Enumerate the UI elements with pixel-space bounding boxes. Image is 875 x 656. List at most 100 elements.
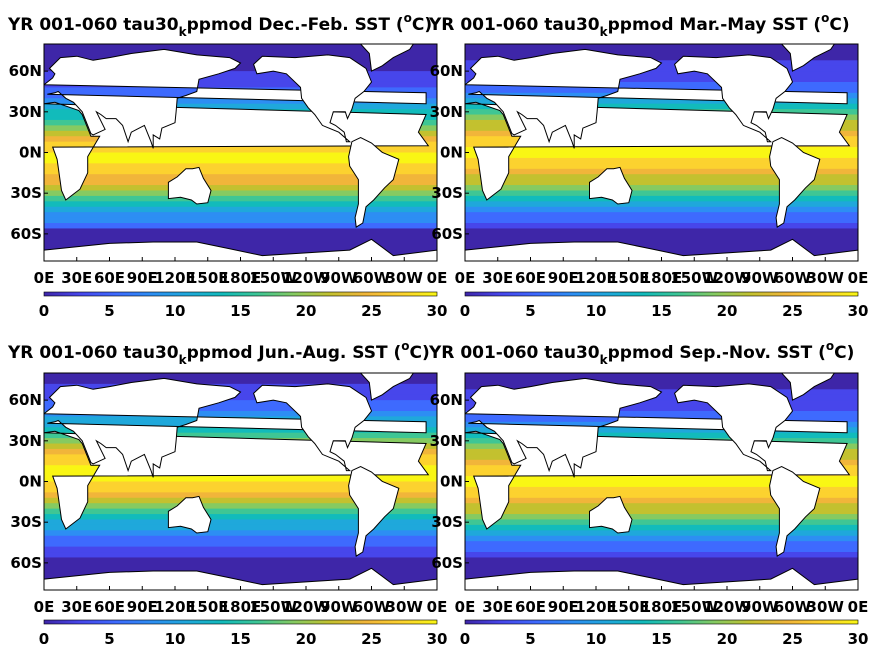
landmass-antarctica xyxy=(465,567,858,590)
lon-tick-label: 120W xyxy=(703,269,751,287)
lat-tick-label: 30N xyxy=(430,432,463,450)
lon-tick-label: 60E xyxy=(94,598,125,616)
landmass-eurasia xyxy=(465,377,848,478)
colorbar-tick-label: 5 xyxy=(104,630,114,648)
lon-tick-label: 90E xyxy=(548,269,579,287)
lon-tick-label: 60E xyxy=(515,598,546,616)
landmass-namerica xyxy=(674,54,794,143)
colorbar-tick-label: 20 xyxy=(717,302,738,320)
landmass-australia xyxy=(167,495,212,534)
colorbar-tick-label: 20 xyxy=(717,630,738,648)
sst-field xyxy=(465,44,858,261)
sst-field xyxy=(44,44,437,261)
lat-tick-label: 30S xyxy=(10,184,42,202)
lat-tick-label: 30S xyxy=(10,513,42,531)
landmass-greenland xyxy=(780,44,835,72)
lon-tick-label: 150W xyxy=(249,598,297,616)
lon-tick-label: 150W xyxy=(670,269,718,287)
lat-tick-label: 60N xyxy=(430,391,463,409)
lon-tick-label: 180E xyxy=(641,598,683,616)
lon-tick-label: 90W xyxy=(741,269,779,287)
colorbar xyxy=(43,291,438,297)
lat-tick-label: 30N xyxy=(9,103,42,121)
lon-tick-label: 120E xyxy=(575,269,617,287)
lon-tick-label: 30W xyxy=(386,598,424,616)
lon-tick-label: 150E xyxy=(608,598,650,616)
lon-tick-label: 0E xyxy=(427,598,448,616)
landmass-australia xyxy=(167,166,212,205)
landmass-namerica xyxy=(253,383,373,472)
lat-tick-label: 30N xyxy=(9,432,42,450)
lon-tick-label: 120E xyxy=(575,598,617,616)
lon-tick-label: 60W xyxy=(353,598,391,616)
lat-tick-label: 0N xyxy=(19,144,42,162)
lon-tick-label: 180E xyxy=(220,269,262,287)
lon-tick-label: 0E xyxy=(848,269,869,287)
lat-tick-label: 60S xyxy=(431,225,463,243)
colorbar-tick-label: 25 xyxy=(361,302,382,320)
colorbar-tick-label: 30 xyxy=(848,302,869,320)
colorbar-tick-label: 25 xyxy=(361,630,382,648)
panel-SON: YR 001-060 tau30kppmod Sep.-Nov. SST (oC… xyxy=(428,339,868,648)
colorbar-tick-label: 25 xyxy=(782,302,803,320)
lat-tick-label: 0N xyxy=(440,144,463,162)
sst-field xyxy=(44,373,437,590)
lat-tick-label: 0N xyxy=(440,473,463,491)
panel-JJA: YR 001-060 tau30kppmod Jun.-Aug. SST (oC… xyxy=(7,339,447,648)
lon-tick-label: 0E xyxy=(34,598,55,616)
landmass-eurasia xyxy=(44,48,427,149)
lon-tick-label: 180E xyxy=(220,598,262,616)
lon-tick-label: 30W xyxy=(807,598,845,616)
colorbar-tick-label: 0 xyxy=(460,630,470,648)
lon-tick-label: 60W xyxy=(774,598,812,616)
colorbar-tick-label: 30 xyxy=(427,302,448,320)
landmass-samerica xyxy=(769,137,821,228)
colorbar-tick-label: 0 xyxy=(39,630,49,648)
colorbar-tick-label: 30 xyxy=(848,630,869,648)
landmass-greenland xyxy=(359,373,414,401)
lon-tick-label: 180E xyxy=(641,269,683,287)
lon-tick-label: 120E xyxy=(154,598,196,616)
lon-tick-label: 30E xyxy=(482,598,513,616)
lat-tick-label: 60N xyxy=(430,62,463,80)
lon-tick-label: 30W xyxy=(386,269,424,287)
lon-tick-label: 0E xyxy=(455,269,476,287)
lat-tick-label: 30N xyxy=(430,103,463,121)
lon-tick-label: 150W xyxy=(670,598,718,616)
lat-tick-label: 60S xyxy=(431,554,463,572)
landmass-australia xyxy=(589,166,633,205)
landmass-samerica xyxy=(769,466,821,557)
colorbar-tick-label: 20 xyxy=(296,302,317,320)
lon-tick-label: 60E xyxy=(515,269,546,287)
panel-title: YR 001-060 tau30kppmod Jun.-Aug. SST (oC… xyxy=(7,339,430,367)
lat-tick-label: 0N xyxy=(19,473,42,491)
colorbar-tick-label: 25 xyxy=(782,630,803,648)
colorbar-tick-label: 15 xyxy=(230,630,251,648)
lon-tick-label: 30W xyxy=(807,269,845,287)
lon-tick-label: 150E xyxy=(608,269,650,287)
lon-tick-label: 120W xyxy=(282,269,330,287)
colorbar-tick-label: 0 xyxy=(460,302,470,320)
lon-tick-label: 90W xyxy=(320,598,358,616)
colorbar-tick-label: 10 xyxy=(165,302,186,320)
lon-tick-label: 0E xyxy=(455,598,476,616)
lat-tick-label: 30S xyxy=(431,513,463,531)
lon-tick-label: 90E xyxy=(548,598,579,616)
colorbar-tick-label: 20 xyxy=(296,630,317,648)
lon-tick-label: 150E xyxy=(187,269,229,287)
lon-tick-label: 60W xyxy=(353,269,391,287)
lon-tick-label: 30E xyxy=(61,598,92,616)
landmass-antarctica xyxy=(44,238,437,261)
lon-tick-label: 0E xyxy=(427,269,448,287)
colorbar-tick-label: 0 xyxy=(39,302,49,320)
lon-tick-label: 150E xyxy=(187,598,229,616)
colorbar-tick-label: 5 xyxy=(525,302,535,320)
colorbar-tick-label: 15 xyxy=(651,302,672,320)
lat-tick-label: 60S xyxy=(10,554,42,572)
lon-tick-label: 60W xyxy=(774,269,812,287)
colorbar-tick-label: 30 xyxy=(427,630,448,648)
lat-tick-label: 60N xyxy=(9,62,42,80)
landmass-greenland xyxy=(359,44,414,72)
landmass-australia xyxy=(589,495,633,534)
lon-tick-label: 90W xyxy=(320,269,358,287)
